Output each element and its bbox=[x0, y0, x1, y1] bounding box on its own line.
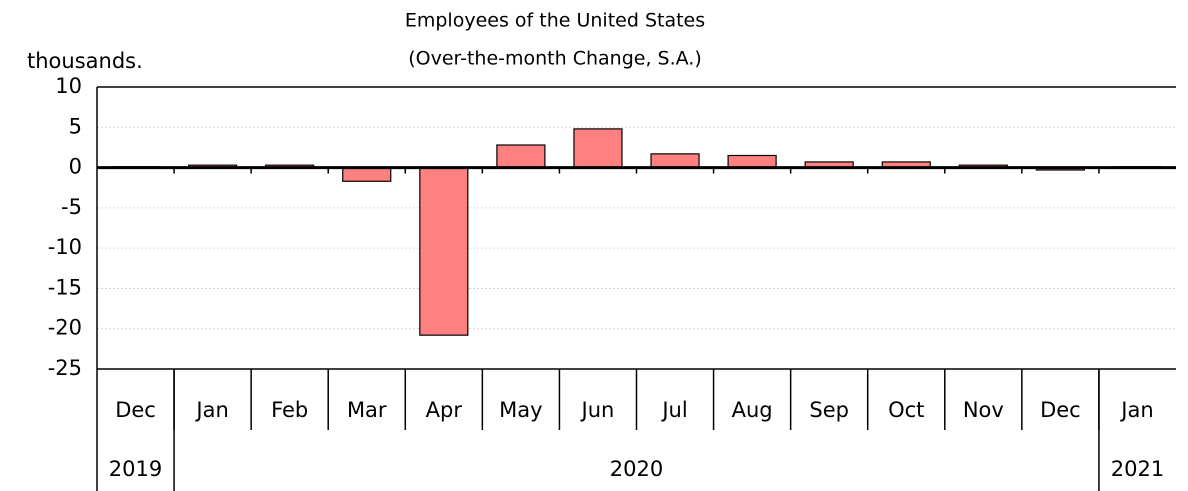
y-tick-label: 5 bbox=[69, 114, 82, 138]
x-tick-label: Feb bbox=[271, 398, 308, 422]
x-tick-label: Mar bbox=[347, 398, 387, 422]
y-tick-label: -5 bbox=[61, 195, 82, 219]
bar bbox=[496, 144, 546, 169]
y-axis-label: thousands. bbox=[27, 49, 143, 73]
x-tick-label: Nov bbox=[963, 398, 1004, 422]
year-label: 2020 bbox=[610, 457, 663, 481]
y-tick-label: 10 bbox=[55, 74, 82, 98]
bar bbox=[342, 166, 392, 182]
x-tick-label: Sep bbox=[809, 398, 849, 422]
y-tick-label: -20 bbox=[48, 316, 82, 340]
x-tick-label: Jan bbox=[1119, 398, 1153, 422]
year-label: 2019 bbox=[109, 457, 162, 481]
y-tick-label: -10 bbox=[48, 235, 82, 259]
x-tick-label: Jan bbox=[194, 398, 228, 422]
x-tick-label: Apr bbox=[426, 398, 463, 422]
y-tick-label: 0 bbox=[69, 155, 82, 179]
bar bbox=[727, 154, 777, 169]
chart-subtitle: (Over-the-month Change, S.A.) bbox=[408, 48, 702, 70]
bar bbox=[419, 166, 469, 336]
bar bbox=[573, 128, 623, 169]
x-tick-label: Dec bbox=[115, 398, 156, 422]
x-tick-label: Jun bbox=[580, 398, 615, 422]
chart-title: Employees of the United States bbox=[405, 10, 705, 32]
y-tick-label: -25 bbox=[48, 356, 82, 380]
bar bbox=[650, 153, 700, 169]
year-label: 2021 bbox=[1111, 457, 1164, 481]
x-tick-label: May bbox=[499, 398, 542, 422]
y-tick-label: -15 bbox=[48, 275, 82, 299]
x-tick-label: Jul bbox=[660, 398, 687, 422]
x-tick-label: Dec bbox=[1040, 398, 1081, 422]
x-tick-label: Aug bbox=[732, 398, 773, 422]
x-tick-label: Oct bbox=[888, 398, 924, 422]
